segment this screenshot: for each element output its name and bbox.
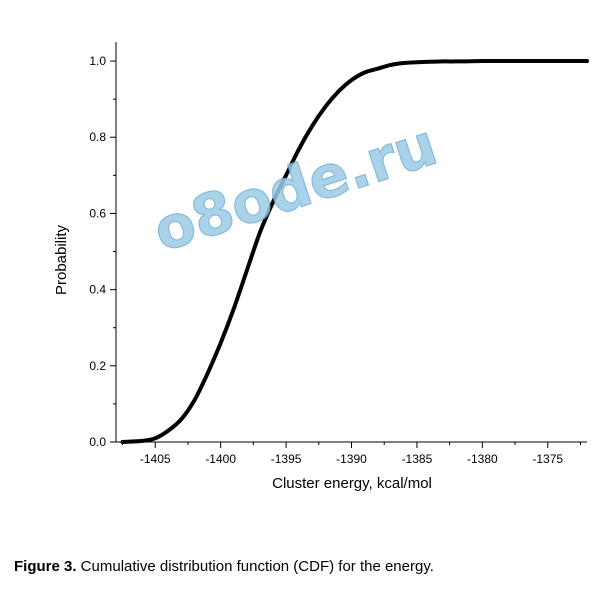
watermark-text: o8ode.ru bbox=[145, 110, 445, 265]
x-tick-label: -1390 bbox=[336, 452, 367, 466]
y-tick-label: 0.2 bbox=[89, 359, 106, 373]
caption-label: Figure 3. bbox=[14, 558, 77, 575]
x-tick-label: -1400 bbox=[205, 452, 236, 466]
y-axis-title: Probability bbox=[53, 224, 70, 295]
y-tick-label: 0.0 bbox=[89, 435, 106, 449]
x-tick-label: -1375 bbox=[532, 452, 563, 466]
x-axis-title: Cluster energy, kcal/mol bbox=[272, 475, 432, 492]
x-tick-label: -1385 bbox=[402, 452, 433, 466]
cdf-chart: 0.0 0.2 0.4 0.6 0.8 1.0 -1405 -1400 -1395 -1390 -1… bbox=[53, 42, 589, 492]
y-tick-label: 1.0 bbox=[89, 54, 106, 68]
y-tick-label: 0.4 bbox=[89, 283, 106, 297]
cdf-series-line bbox=[120, 59, 589, 444]
x-tick-label: -1395 bbox=[271, 452, 302, 466]
y-tick-label: 0.6 bbox=[89, 206, 106, 220]
caption-text: Cumulative distribution function (CDF) f… bbox=[76, 558, 434, 575]
y-tick-label: 0.8 bbox=[89, 130, 106, 144]
figure-caption: Figure 3. Cumulative distribution functi… bbox=[14, 558, 434, 575]
axes: 0.0 0.2 0.4 0.6 0.8 1.0 -1405 -1400 -1395 -1390 -1… bbox=[89, 42, 587, 466]
x-tick-label: -1405 bbox=[140, 452, 171, 466]
x-tick-label: -1380 bbox=[467, 452, 498, 466]
curve-layer bbox=[120, 59, 589, 444]
